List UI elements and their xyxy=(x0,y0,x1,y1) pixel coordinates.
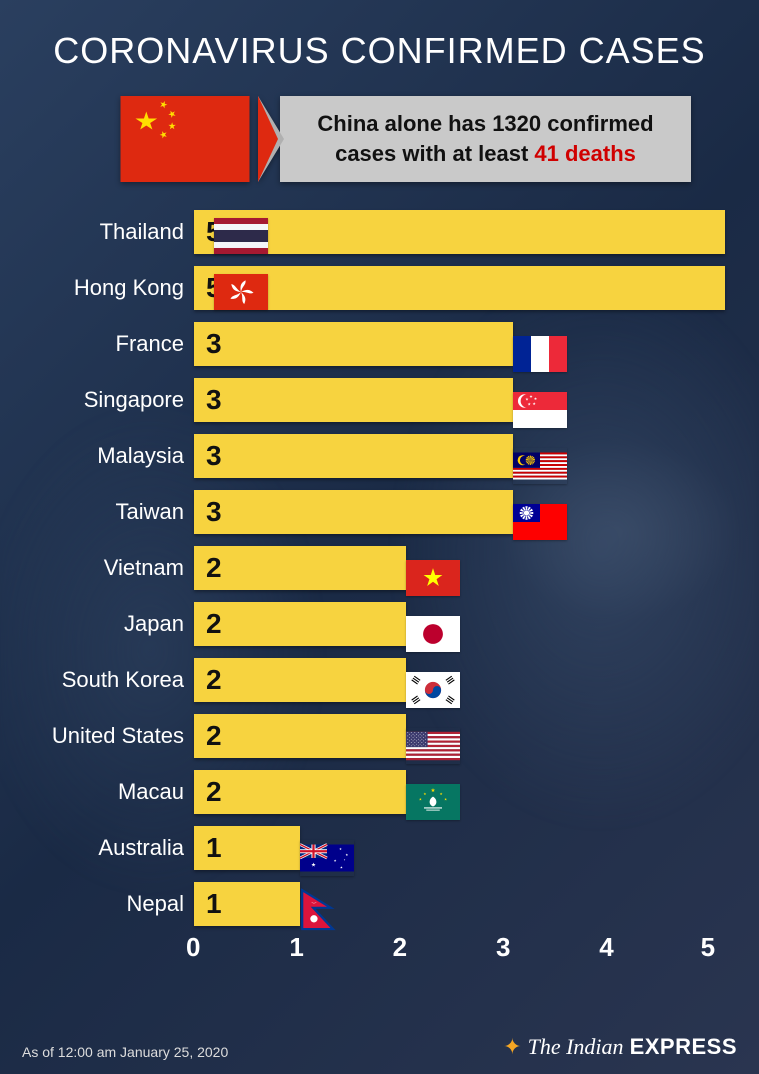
banner-text: China alone has 1320 confirmed cases wit… xyxy=(280,96,691,182)
bar: 2 xyxy=(194,658,406,702)
chart-row: United States 2 xyxy=(38,708,725,764)
bar: 3 xyxy=(194,490,513,534)
chart-row: Nepal 1 xyxy=(38,876,725,932)
nepal-flag-icon xyxy=(300,888,344,932)
country-label: Singapore xyxy=(38,387,194,413)
bar: 3 xyxy=(194,434,513,478)
usa-flag-icon xyxy=(406,728,460,764)
macau-flag-icon xyxy=(406,784,460,820)
japan-flag-icon xyxy=(406,616,460,652)
bar-value: 2 xyxy=(206,664,222,696)
plot-area: 5 xyxy=(194,204,725,260)
taiwan-flag-icon xyxy=(513,504,567,540)
bar: 5 xyxy=(194,210,725,254)
bar: 2 xyxy=(194,602,406,646)
chart-row: Malaysia 3 xyxy=(38,428,725,484)
country-label: Australia xyxy=(38,835,194,861)
bar-value: 2 xyxy=(206,776,222,808)
infographic-container: CORONAVIRUS CONFIRMED CASES China alone … xyxy=(0,0,759,963)
bar: 1 xyxy=(194,882,300,926)
bar: 2 xyxy=(194,770,406,814)
plot-area: 2 xyxy=(194,652,725,708)
banner-line2: cases with at least 41 deaths xyxy=(335,139,636,169)
axis-tick: 4 xyxy=(599,932,702,963)
axis-tick: 1 xyxy=(289,932,392,963)
country-label: Japan xyxy=(38,611,194,637)
plot-area: 2 xyxy=(194,596,725,652)
footer: As of 12:00 am January 25, 2020 ✦ The In… xyxy=(0,1034,759,1060)
southkorea-flag-icon xyxy=(406,672,460,708)
chart-row: South Korea 2 xyxy=(38,652,725,708)
bar: 3 xyxy=(194,378,513,422)
singapore-flag-icon xyxy=(513,392,567,428)
country-label: Nepal xyxy=(38,891,194,917)
x-axis: 012345 xyxy=(194,932,725,963)
brand-italic: The Indian xyxy=(528,1034,624,1060)
chart-row: Thailand5 xyxy=(38,204,725,260)
bar: 2 xyxy=(194,546,406,590)
malaysia-flag-icon xyxy=(513,448,567,484)
banner-arrow-icon xyxy=(258,96,284,182)
plot-area: 3 xyxy=(194,316,725,372)
plot-area: 2 xyxy=(194,540,725,596)
axis-tick: 5 xyxy=(701,932,715,963)
bar-value: 3 xyxy=(206,384,222,416)
bar-value: 3 xyxy=(206,496,222,528)
france-flag-icon xyxy=(513,336,567,372)
plot-area: 2 xyxy=(194,708,725,764)
country-label: France xyxy=(38,331,194,357)
axis-tick: 0 xyxy=(186,932,289,963)
country-label: South Korea xyxy=(38,667,194,693)
country-label: United States xyxy=(38,723,194,749)
asof-text: As of 12:00 am January 25, 2020 xyxy=(22,1044,228,1060)
chart-row: Vietnam 2 xyxy=(38,540,725,596)
chart-row: France 3 xyxy=(38,316,725,372)
bar-value: 3 xyxy=(206,440,222,472)
country-label: Hong Kong xyxy=(38,275,194,301)
chart-row: Australia 1 xyxy=(38,820,725,876)
plot-area: 3 xyxy=(194,372,725,428)
plot-area: 1 xyxy=(194,820,725,876)
banner-line1: China alone has 1320 confirmed xyxy=(317,109,653,139)
country-label: Taiwan xyxy=(38,499,194,525)
brand-logo-icon: ✦ xyxy=(503,1036,521,1058)
axis-tick: 3 xyxy=(496,932,599,963)
bar-chart: Thailand5Hong Kong5France3Singapore3Mala… xyxy=(38,204,725,963)
vietnam-flag-icon xyxy=(406,560,460,596)
chart-row: Hong Kong5 xyxy=(38,260,725,316)
bar-value: 2 xyxy=(206,608,222,640)
bar: 5 xyxy=(194,266,725,310)
chart-row: Japan 2 xyxy=(38,596,725,652)
brand-bold: EXPRESS xyxy=(630,1034,737,1060)
plot-area: 3 xyxy=(194,484,725,540)
bar: 3 xyxy=(194,322,513,366)
bar-value: 3 xyxy=(206,328,222,360)
bar: 2 xyxy=(194,714,406,758)
china-banner: China alone has 1320 confirmed cases wit… xyxy=(112,96,691,182)
plot-area: 1 xyxy=(194,876,725,932)
publisher-brand: ✦ The Indian EXPRESS xyxy=(503,1034,737,1060)
bar-value: 2 xyxy=(206,552,222,584)
plot-area: 3 xyxy=(194,428,725,484)
chart-row: Macau 2 xyxy=(38,764,725,820)
australia-flag-icon xyxy=(300,840,354,876)
chart-row: Taiwan 3 xyxy=(38,484,725,540)
page-title: CORONAVIRUS CONFIRMED CASES xyxy=(34,30,725,72)
chart-row: Singapore 3 xyxy=(38,372,725,428)
hongkong-flag-icon xyxy=(214,274,268,310)
country-label: Vietnam xyxy=(38,555,194,581)
country-label: Macau xyxy=(38,779,194,805)
bar-value: 2 xyxy=(206,720,222,752)
bar-value: 1 xyxy=(206,888,222,920)
thailand-flag-icon xyxy=(214,218,268,254)
axis-tick: 2 xyxy=(393,932,496,963)
country-label: Thailand xyxy=(38,219,194,245)
bar-value: 1 xyxy=(206,832,222,864)
plot-area: 2 xyxy=(194,764,725,820)
country-label: Malaysia xyxy=(38,443,194,469)
china-flag-icon xyxy=(112,96,258,182)
bar: 1 xyxy=(194,826,300,870)
plot-area: 5 xyxy=(194,260,725,316)
